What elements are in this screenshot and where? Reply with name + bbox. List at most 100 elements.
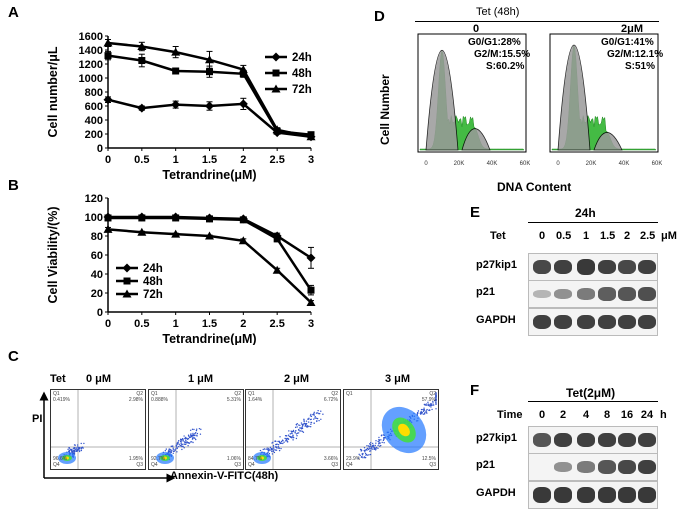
panel-label-b: B: [8, 177, 19, 194]
blot-strip: [528, 253, 658, 281]
event-dot: [297, 432, 300, 434]
lane-label: 16: [620, 409, 634, 421]
protein-band: [598, 460, 616, 474]
event-dot: [422, 410, 425, 413]
event-dot: [79, 447, 81, 449]
event-dot: [176, 446, 178, 448]
event-dot: [362, 452, 364, 455]
quadrant-id: Q4: [346, 462, 353, 468]
event-dot: [314, 417, 316, 419]
event-dot: [302, 431, 305, 433]
event-dot: [181, 448, 183, 451]
event-dot: [195, 429, 198, 432]
x-tick-label: 0.5: [134, 154, 149, 166]
x-tick-label: 1: [173, 154, 179, 166]
event-dot: [180, 440, 182, 442]
event-dot: [435, 401, 437, 403]
event-dot: [184, 443, 186, 445]
event-dot: [371, 442, 374, 445]
event-dot: [172, 445, 174, 447]
event-dot: [370, 448, 373, 450]
quadrant-percent: 3.66%: [323, 456, 338, 462]
quadrant-label: Q1: [346, 391, 353, 397]
protein-band: [533, 289, 551, 299]
quadrant-label: 1.06% Q3: [227, 456, 241, 468]
event-dot: [179, 444, 181, 447]
protein-band: [554, 314, 572, 330]
event-dot: [267, 451, 269, 453]
legend-label: 48h: [292, 68, 312, 80]
event-dot: [80, 442, 82, 445]
event-dot: [80, 449, 83, 452]
event-dot: [184, 441, 186, 444]
flow-plot-2: Q1 1.64% Q2 6.72% 84.7% Q4 3.66% Q3: [245, 389, 341, 470]
protein-band: [598, 432, 616, 448]
event-dot: [181, 443, 183, 446]
event-dot: [199, 433, 202, 435]
data-point: [172, 67, 180, 75]
event-dot: [289, 436, 292, 438]
event-dot: [375, 448, 377, 450]
event-dot: [174, 449, 176, 451]
event-dot: [305, 422, 308, 425]
event-dot: [380, 444, 382, 447]
blot-strip: [528, 426, 658, 454]
event-dot: [288, 435, 291, 438]
event-dot: [278, 447, 281, 449]
blot-strip: [528, 453, 658, 481]
event-dot: [194, 437, 196, 440]
quadrant-label: 12.5% Q3: [422, 456, 436, 468]
event-dot: [305, 420, 308, 422]
event-dot: [186, 441, 189, 444]
event-dot: [193, 428, 195, 431]
event-dot: [377, 444, 379, 447]
event-dot: [292, 436, 294, 438]
event-dot: [427, 404, 430, 407]
event-dot: [375, 442, 377, 444]
event-dot: [187, 438, 190, 440]
quadrant-percent: 5.31%: [226, 397, 241, 403]
quadrant-id: Q1: [151, 391, 158, 397]
x-tick-label: 2.5: [270, 318, 285, 330]
y-tick-label: 600: [85, 101, 103, 113]
event-dot: [301, 430, 304, 433]
data-point: [205, 231, 214, 240]
event-dot: [367, 445, 370, 447]
event-dot: [192, 432, 194, 435]
event-dot: [310, 423, 312, 425]
event-dot: [435, 395, 437, 397]
density-max: [163, 456, 167, 460]
legend-label: 72h: [143, 289, 163, 301]
event-dot: [177, 441, 179, 444]
event-dot: [366, 454, 369, 456]
g0g1-peak: [557, 44, 591, 151]
lane-label: 0: [538, 230, 546, 242]
event-dot: [172, 450, 175, 453]
protein-band: [533, 259, 551, 275]
legend-marker: [272, 69, 280, 77]
event-dot: [300, 430, 302, 432]
event-dot: [287, 441, 289, 443]
protein-band: [598, 259, 616, 275]
lane-label: 8: [603, 409, 611, 421]
event-dot: [420, 413, 422, 415]
event-dot: [314, 416, 316, 418]
quadrant-label: 1.95% Q3: [129, 456, 143, 468]
event-dot: [192, 434, 195, 436]
event-dot: [172, 447, 174, 449]
stat-control-g0g1: G0/G1:28%: [468, 37, 521, 48]
quadrant-percent: 12.5%: [421, 456, 436, 462]
event-dot: [374, 444, 376, 447]
density-max: [260, 456, 264, 460]
event-dot: [420, 411, 422, 413]
event-dot: [169, 449, 172, 451]
event-dot: [282, 442, 284, 445]
event-dot: [289, 433, 292, 435]
quadrant-id: Q1: [53, 391, 60, 397]
event-dot: [303, 419, 305, 421]
data-point: [238, 65, 248, 74]
x-tick-label: 3: [308, 154, 314, 166]
event-dot: [71, 451, 73, 453]
event-dot: [424, 404, 426, 406]
event-dot: [371, 448, 374, 450]
